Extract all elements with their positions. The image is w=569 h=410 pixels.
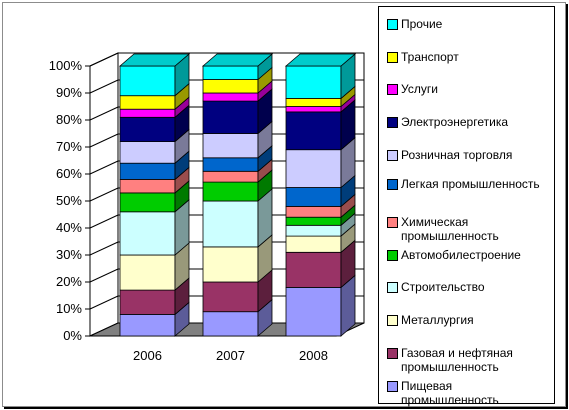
bar-segment (202, 92, 259, 102)
gridline (89, 295, 119, 310)
legend-label: Металлургия (401, 313, 474, 327)
legend-swatch (387, 250, 398, 261)
bar-segment (202, 181, 259, 202)
bar-segment (202, 200, 259, 248)
bar-segment (285, 216, 342, 226)
bar-segment (202, 133, 259, 159)
gridline (89, 79, 119, 94)
bar-segment (285, 286, 342, 337)
gridline (89, 106, 119, 121)
legend-label: Пищевая промышленность (401, 379, 499, 407)
bar-segment (119, 313, 176, 337)
chart-area: 0% 10% 20% 30% 40% 50% 60% 70% 80% 90% 100% 2006 200… (2, 2, 566, 407)
legend-label: Транспорт (401, 50, 459, 64)
bar-segment (285, 224, 342, 237)
gridline (89, 241, 119, 256)
y-tick-label: 80% (56, 112, 82, 127)
legend-label: Строительство (401, 280, 485, 294)
legend-swatch (387, 217, 398, 228)
bar-segment (285, 251, 342, 288)
y-tick-label: 30% (56, 247, 82, 262)
bar-segment (285, 235, 342, 253)
bar-segment (202, 100, 259, 134)
bar-segment (285, 65, 342, 99)
bar-segment (285, 111, 342, 151)
legend-label: Розничная торговля (401, 148, 513, 162)
legend-swatch (387, 348, 398, 359)
gridline (89, 160, 119, 175)
bar-top (118, 53, 191, 67)
legend-swatch (387, 84, 398, 95)
bar-segment (202, 246, 259, 283)
y-tick-label: 50% (56, 193, 82, 208)
bar-segment (119, 108, 176, 118)
legend-swatch (387, 19, 398, 30)
gridline (89, 268, 119, 283)
y-tick-label: 20% (56, 274, 82, 289)
bar-segment (202, 65, 259, 80)
x-tick-label: 2008 (299, 348, 328, 363)
y-tick-label: 70% (56, 139, 82, 154)
bar-top (201, 53, 274, 67)
bar-segment (285, 98, 342, 107)
gridline (89, 214, 119, 229)
bar-top (284, 53, 357, 67)
stacked-bar-chart: 0% 10% 20% 30% 40% 50% 60% 70% 80% 90% 100% 2006 200… (49, 52, 365, 363)
legend-label: Автомобилестроение (401, 248, 521, 262)
bar-segment (285, 106, 342, 113)
gridline (89, 187, 119, 202)
y-tick-label: 0% (63, 328, 82, 343)
legend-label: Легкая промышленность (401, 177, 540, 191)
bar-segment (119, 141, 176, 164)
gridline (89, 133, 119, 148)
bar-segment (285, 149, 342, 188)
legend-swatch (387, 315, 398, 326)
bar-segment (202, 281, 259, 313)
legend-swatch (387, 179, 398, 190)
bar-segment (119, 178, 176, 194)
legend-swatch (387, 381, 398, 392)
bar-segment (285, 205, 342, 218)
y-tick-label: 60% (56, 166, 82, 181)
x-tick-label: 2006 (133, 348, 162, 363)
y-tick-label: 10% (56, 301, 82, 316)
gridline (89, 52, 119, 67)
bar-segment (119, 254, 176, 291)
legend-swatch (387, 52, 398, 63)
bar-segment (119, 192, 176, 213)
bar-segment (202, 311, 259, 337)
bar-segment (119, 162, 176, 180)
y-tick-label: 40% (56, 220, 82, 235)
bar-segment (119, 116, 176, 143)
bar-segment (202, 79, 259, 94)
y-tick-label: 90% (56, 85, 82, 100)
bar-segment (202, 157, 259, 172)
legend-label: Услуги (401, 82, 438, 96)
legend-label: Химическая промышленность (401, 215, 499, 243)
legend-label: Электроэнергетика (401, 115, 509, 129)
x-tick-label: 2007 (216, 348, 245, 363)
legend-swatch (387, 150, 398, 161)
legend: Прочие Транспорт Услуги Электроэнергетика Ро… (378, 6, 555, 407)
bar-segment (202, 170, 259, 183)
y-tick-label: 100% (49, 58, 83, 73)
bar-segment (119, 65, 176, 97)
bar-segment (285, 187, 342, 207)
legend-swatch (387, 117, 398, 128)
bar-segment (119, 95, 176, 110)
legend-swatch (387, 282, 398, 293)
bar-segment (119, 289, 176, 315)
bar-segment (119, 211, 176, 256)
legend-label: Прочие (401, 17, 443, 31)
legend-label: Газовая и нефтяная промышленность (401, 346, 513, 374)
